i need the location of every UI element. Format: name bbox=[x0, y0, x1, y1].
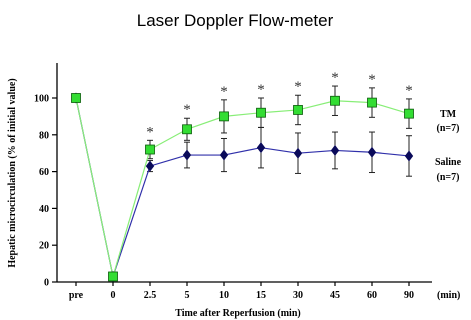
x-tick-label: 10 bbox=[219, 290, 229, 301]
point-tm bbox=[145, 144, 155, 155]
point-tm bbox=[219, 111, 229, 122]
point-tm bbox=[293, 105, 303, 115]
point-saline bbox=[367, 146, 377, 158]
x-tick-label: 90 bbox=[404, 290, 414, 301]
point-saline bbox=[145, 160, 155, 172]
significance-star: * bbox=[331, 70, 339, 86]
x-tick-label: 2.5 bbox=[144, 290, 157, 301]
point-saline bbox=[293, 147, 303, 159]
point-saline bbox=[330, 144, 340, 156]
legend: TM (n=7) Saline (n=7) bbox=[435, 109, 462, 183]
x-tick-label: 30 bbox=[293, 290, 303, 301]
point-saline bbox=[219, 149, 229, 161]
axes bbox=[56, 63, 432, 283]
legend-n-tm: (n=7) bbox=[437, 123, 460, 134]
x-tick-label: 60 bbox=[367, 290, 377, 301]
significance-star: * bbox=[220, 84, 228, 100]
point-saline bbox=[256, 142, 266, 154]
point-saline bbox=[182, 149, 192, 161]
x-tick-label: 0 bbox=[111, 290, 116, 301]
x-tick-label: 45 bbox=[330, 290, 340, 301]
x-tick-label: 15 bbox=[256, 290, 266, 301]
series-line-saline bbox=[75, 97, 410, 279]
x-tick-label: 5 bbox=[185, 290, 190, 301]
point-tm bbox=[330, 95, 340, 106]
point-tm bbox=[404, 108, 414, 119]
significance-star: * bbox=[183, 102, 191, 118]
significance-stars: * * * * * * * * bbox=[146, 70, 413, 140]
y-tick-label: 80 bbox=[39, 130, 49, 141]
y-tick-label: 100 bbox=[34, 94, 49, 105]
point-tm bbox=[256, 107, 266, 118]
significance-star: * bbox=[257, 82, 265, 98]
x-tick-label: pre bbox=[69, 290, 84, 301]
series-lines bbox=[75, 97, 410, 279]
x-axis-title: Time after Reperfusion (min) bbox=[175, 308, 300, 319]
significance-star: * bbox=[146, 124, 154, 140]
legend-name-saline: Saline bbox=[435, 157, 462, 168]
y-tick-label: 0 bbox=[44, 278, 49, 289]
point-tm bbox=[108, 271, 118, 282]
y-tick-label: 40 bbox=[39, 204, 49, 215]
y-tick-label: 20 bbox=[39, 241, 49, 252]
markers bbox=[71, 92, 414, 282]
point-tm bbox=[182, 124, 192, 135]
chart-title: Laser Doppler Flow-meter bbox=[137, 11, 334, 30]
y-axis-title: Hepatic microcirculation (% of initial v… bbox=[7, 78, 18, 267]
legend-n-saline: (n=7) bbox=[437, 172, 460, 183]
x-unit-label: (min) bbox=[437, 290, 460, 301]
point-saline bbox=[404, 150, 414, 162]
point-tm bbox=[367, 97, 377, 108]
legend-name-tm: TM bbox=[440, 109, 457, 120]
significance-star: * bbox=[405, 83, 413, 99]
x-ticks: pre 0 2.5 5 10 15 30 45 60 90 bbox=[69, 282, 414, 301]
y-ticks: 0 20 40 60 80 100 bbox=[34, 94, 57, 289]
series-line-tm bbox=[75, 97, 410, 277]
point-tm bbox=[71, 93, 81, 103]
significance-star: * bbox=[368, 72, 376, 88]
y-tick-label: 60 bbox=[39, 167, 49, 178]
significance-star: * bbox=[294, 79, 302, 95]
